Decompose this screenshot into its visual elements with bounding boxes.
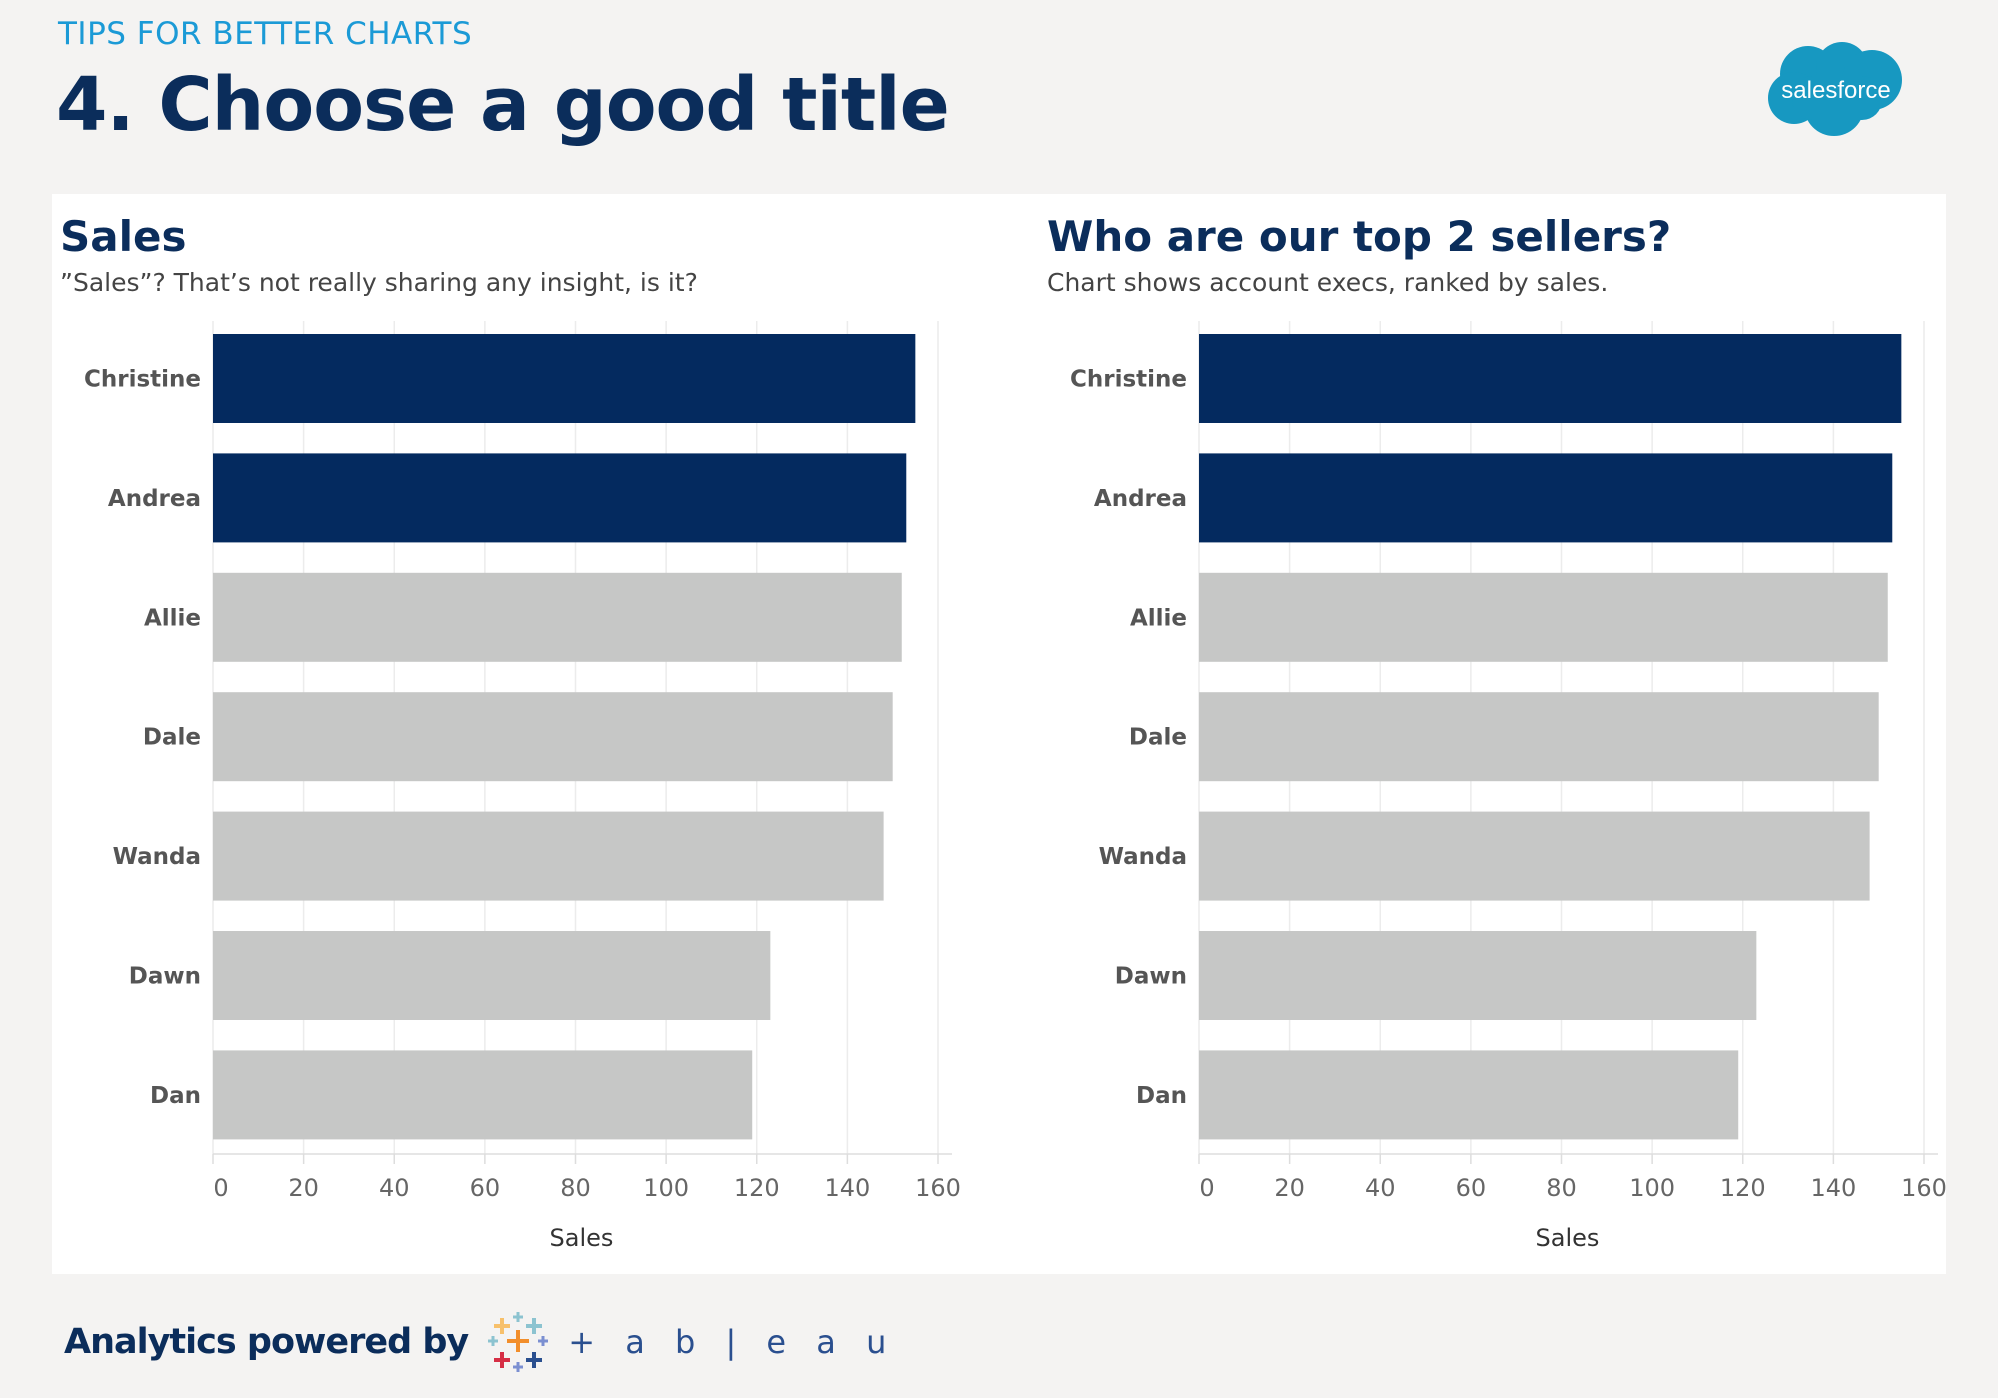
chart-title-right: Who are our top 2 sellers?	[1047, 212, 1672, 261]
bar-allie	[1199, 572, 1888, 662]
bar-dale	[213, 692, 893, 782]
bar-dan	[213, 1050, 753, 1140]
y-category-label: Andrea	[1094, 486, 1187, 512]
bar-dawn	[1199, 931, 1757, 1020]
chart-title-left: Sales	[60, 212, 187, 261]
x-axis-title: Sales	[1536, 1224, 1600, 1252]
chart-subtitle-right: Chart shows account execs, ranked by sal…	[1047, 268, 1609, 297]
y-category-label: Dan	[150, 1083, 201, 1109]
x-tick-label: 100	[1629, 1174, 1675, 1202]
x-tick-label: 80	[560, 1174, 591, 1202]
tableau-wordmark: + a b | e a u	[568, 1323, 897, 1361]
x-tick-label: 140	[824, 1174, 870, 1202]
y-category-label: Dan	[1136, 1083, 1187, 1109]
bar-dawn	[213, 931, 771, 1020]
x-tick-label: 80	[1546, 1174, 1577, 1202]
y-category-label: Dale	[1129, 725, 1187, 751]
bar-christine	[213, 334, 916, 423]
bar-andrea	[213, 453, 907, 543]
footer-text: Analytics powered by	[64, 1322, 469, 1362]
y-category-label: Andrea	[108, 486, 201, 512]
x-tick-label: 120	[734, 1174, 780, 1202]
bar-dale	[1199, 692, 1879, 782]
chart-subtitle-left: ”Sales”? That’s not really sharing any i…	[60, 268, 698, 297]
x-tick-label: 0	[1199, 1174, 1214, 1202]
x-tick-label: 160	[915, 1174, 961, 1202]
x-tick-label: 40	[379, 1174, 410, 1202]
bar-wanda	[213, 811, 884, 901]
eyebrow-label: TIPS FOR BETTER CHARTS	[58, 16, 473, 52]
x-tick-label: 20	[1274, 1174, 1305, 1202]
x-tick-label: 160	[1901, 1174, 1947, 1202]
x-tick-label: 60	[470, 1174, 501, 1202]
y-category-label: Christine	[1070, 367, 1187, 393]
y-category-label: Allie	[1130, 605, 1187, 631]
x-tick-label: 20	[288, 1174, 319, 1202]
bar-dan	[1199, 1050, 1739, 1140]
svg-text:salesforce: salesforce	[1781, 77, 1890, 104]
x-tick-label: 140	[1810, 1174, 1856, 1202]
y-category-label: Wanda	[1099, 844, 1187, 870]
x-tick-label: 40	[1365, 1174, 1396, 1202]
tableau-icon	[488, 1312, 549, 1372]
bar-allie	[213, 572, 902, 662]
y-category-label: Dale	[143, 725, 201, 751]
page-title: 4. Choose a good title	[56, 62, 950, 148]
bar-christine	[1199, 334, 1902, 423]
salesforce-logo: salesforce	[1764, 36, 1906, 140]
y-category-label: Christine	[84, 367, 201, 393]
x-tick-label: 60	[1456, 1174, 1487, 1202]
x-tick-label: 0	[213, 1174, 228, 1202]
y-category-label: Dawn	[1115, 964, 1187, 990]
footer: Analytics powered by + a b | e a u	[64, 1312, 896, 1372]
x-axis-title: Sales	[550, 1224, 614, 1252]
x-tick-label: 120	[1720, 1174, 1766, 1202]
bar-andrea	[1199, 453, 1893, 543]
y-category-label: Allie	[144, 605, 201, 631]
x-tick-label: 100	[643, 1174, 689, 1202]
bar-wanda	[1199, 811, 1870, 901]
y-category-label: Dawn	[129, 964, 201, 990]
y-category-label: Wanda	[113, 844, 201, 870]
